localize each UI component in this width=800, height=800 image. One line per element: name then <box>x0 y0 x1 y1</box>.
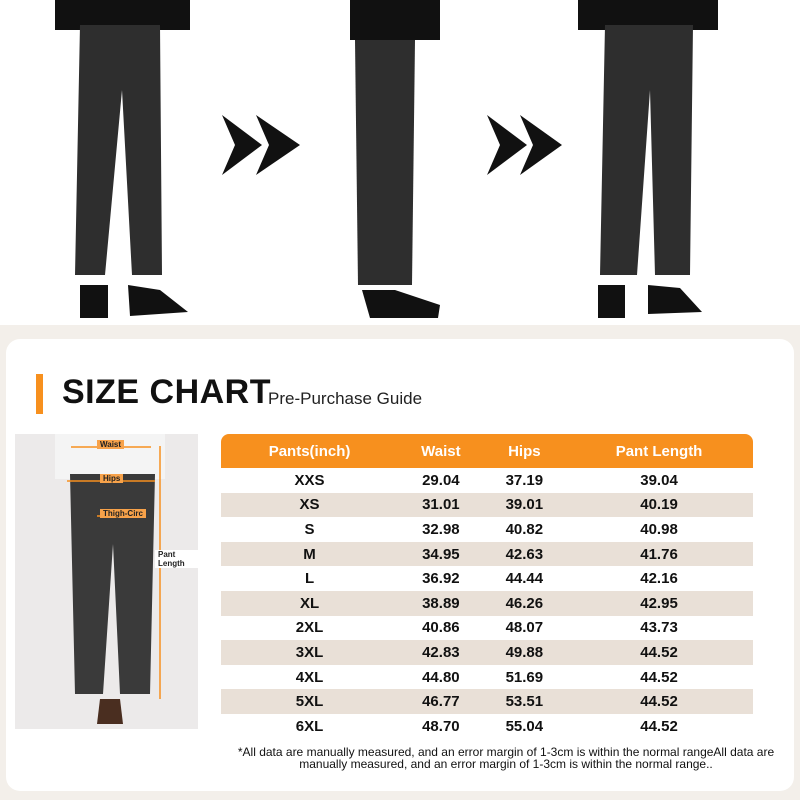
size-chart-section: SIZE CHART Pre-Purchase Guide Waist Hips… <box>0 325 800 800</box>
size-table: Pants(inch) Waist Hips Pant Length XXS 29… <box>221 434 753 739</box>
table-cell: 44.52 <box>640 668 678 686</box>
table-cell: 46.77 <box>398 689 484 714</box>
table-row: 2XL 40.86 48.07 43.73 <box>221 616 753 641</box>
table-row: XL 38.89 46.26 42.95 <box>221 590 753 616</box>
table-cell: L <box>304 570 315 588</box>
double-arrow-icon <box>222 115 562 175</box>
table-cell: 55.04 <box>505 717 544 735</box>
table-row: 5XL 46.77 53.51 44.52 <box>221 689 753 714</box>
table-cell: 42.95 <box>565 590 753 616</box>
table-cell: 32.98 <box>422 520 460 538</box>
table-cell: 4XL <box>295 668 324 686</box>
table-cell: 48.07 <box>505 619 544 637</box>
table-cell: 29.04 <box>422 471 460 489</box>
product-photos <box>0 0 800 325</box>
table-row: XS 31.01 39.01 40.19 <box>221 492 753 518</box>
table-cell: 39.01 <box>483 492 566 518</box>
measurement-photo: Waist Hips Thigh-Circ Pant Length <box>15 434 198 729</box>
table-cell: 40.98 <box>640 520 678 538</box>
table-cell: 42.16 <box>640 570 678 588</box>
table-row: 6XL 48.70 55.04 44.52 <box>221 714 753 739</box>
column-header: Hips <box>483 434 566 468</box>
column-header: Waist <box>398 434 484 468</box>
table-cell: XL <box>221 590 399 616</box>
model-front-left <box>55 0 190 318</box>
table-header-row: Pants(inch) Waist Hips Pant Length <box>221 434 753 468</box>
table-row: 3XL 42.83 49.88 44.52 <box>221 640 753 665</box>
table-cell: 44.44 <box>505 570 544 588</box>
column-header: Pants(inch) <box>221 434 399 468</box>
table-row: L 36.92 44.44 42.16 <box>221 566 753 591</box>
table-cell: 43.73 <box>640 619 678 637</box>
model-photos-illustration <box>55 0 718 318</box>
hips-label: Hips <box>100 474 124 483</box>
table-cell: 44.52 <box>565 689 753 714</box>
length-label: Pant Length <box>155 550 198 568</box>
table-row: 4XL 44.80 51.69 44.52 <box>221 665 753 690</box>
table-cell: 42.83 <box>398 640 484 665</box>
table-cell: 49.88 <box>483 640 566 665</box>
table-cell: 46.26 <box>483 590 566 616</box>
table-cell: S <box>304 520 315 538</box>
waist-label: Waist <box>97 440 125 449</box>
table-row: S 32.98 40.82 40.98 <box>221 517 753 542</box>
size-chart-card: SIZE CHART Pre-Purchase Guide Waist Hips… <box>6 339 794 791</box>
table-cell: 51.69 <box>505 668 544 686</box>
table-cell: 37.19 <box>505 471 544 489</box>
model-front-right <box>578 0 718 318</box>
table-cell: 40.82 <box>505 520 544 538</box>
table-cell: 34.95 <box>398 541 484 567</box>
table-cell: 41.76 <box>565 541 753 567</box>
thigh-label: Thigh-Circ <box>100 509 146 518</box>
table-cell: 40.19 <box>565 492 753 518</box>
table-cell: 42.63 <box>483 541 566 567</box>
table-row: M 34.95 42.63 41.76 <box>221 541 753 567</box>
table-cell: 5XL <box>221 689 399 714</box>
table-cell: 38.89 <box>398 590 484 616</box>
table-cell: M <box>221 541 399 567</box>
table-cell: 31.01 <box>398 492 484 518</box>
accent-bar <box>36 374 43 414</box>
table-cell: 44.52 <box>640 717 678 735</box>
table-cell: 3XL <box>221 640 399 665</box>
table-cell: 2XL <box>295 619 324 637</box>
model-side <box>350 0 440 318</box>
table-cell: XS <box>221 492 399 518</box>
table-cell: 44.52 <box>565 640 753 665</box>
table-cell: 44.80 <box>422 668 460 686</box>
measurement-note: *All data are manually measured, and an … <box>237 745 775 771</box>
page-title: SIZE CHART <box>62 373 271 411</box>
table-cell: 39.04 <box>640 471 678 489</box>
table-cell: XXS <box>294 471 325 489</box>
table-cell: 6XL <box>295 717 324 735</box>
table-cell: 53.51 <box>483 689 566 714</box>
table-cell: 40.86 <box>422 619 460 637</box>
table-cell: 36.92 <box>422 570 460 588</box>
column-header: Pant Length <box>565 434 753 468</box>
table-row: XXS 29.04 37.19 39.04 <box>221 468 753 493</box>
table-cell: 48.70 <box>422 717 460 735</box>
page-subtitle: Pre-Purchase Guide <box>268 389 423 408</box>
